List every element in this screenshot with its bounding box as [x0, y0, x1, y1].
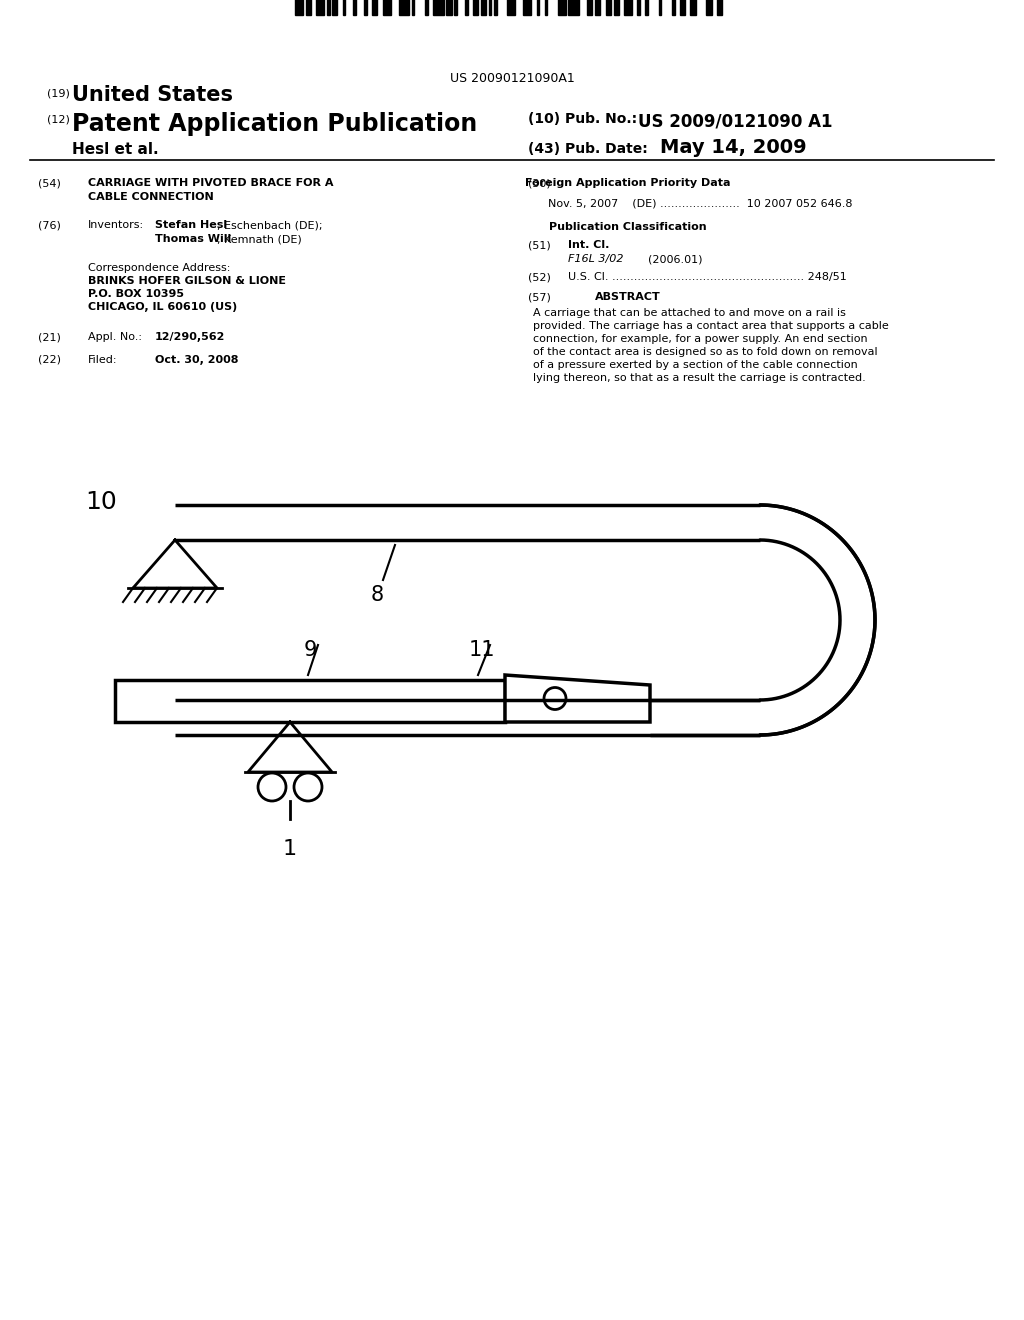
- Bar: [625, 0, 632, 15]
- Text: CARRIAGE WITH PIVOTED BRACE FOR A: CARRIAGE WITH PIVOTED BRACE FOR A: [88, 178, 334, 187]
- Text: CHICAGO, IL 60610 (US): CHICAGO, IL 60610 (US): [88, 302, 238, 312]
- Text: US 2009/0121090 A1: US 2009/0121090 A1: [638, 112, 833, 129]
- Bar: [645, 0, 648, 15]
- Bar: [473, 0, 478, 15]
- Text: of the contact area is designed so as to fold down on removal: of the contact area is designed so as to…: [534, 347, 878, 356]
- Bar: [383, 0, 390, 15]
- Bar: [295, 0, 303, 15]
- Text: Stefan Hesl: Stefan Hesl: [155, 220, 227, 230]
- Text: 8: 8: [371, 585, 384, 605]
- Bar: [587, 0, 592, 15]
- Text: (52): (52): [528, 272, 551, 282]
- Text: BRINKS HOFER GILSON & LIONE: BRINKS HOFER GILSON & LIONE: [88, 276, 286, 286]
- Bar: [425, 0, 428, 15]
- Text: 1: 1: [283, 840, 297, 859]
- Bar: [305, 0, 311, 15]
- Text: Thomas Will: Thomas Will: [155, 234, 231, 244]
- Text: Hesl et al.: Hesl et al.: [72, 143, 159, 157]
- Bar: [558, 0, 565, 15]
- Bar: [537, 0, 540, 15]
- Bar: [446, 0, 452, 15]
- Text: Inventors:: Inventors:: [88, 220, 144, 230]
- Bar: [595, 0, 600, 15]
- Bar: [353, 0, 356, 15]
- Text: Appl. No.:: Appl. No.:: [88, 333, 142, 342]
- Bar: [398, 0, 410, 15]
- Bar: [372, 0, 377, 15]
- Text: F16L 3/02: F16L 3/02: [568, 253, 624, 264]
- Text: ABSTRACT: ABSTRACT: [595, 292, 660, 302]
- Text: (54): (54): [38, 178, 60, 187]
- Bar: [455, 0, 457, 15]
- Bar: [412, 0, 415, 15]
- Text: of a pressure exerted by a section of the cable connection: of a pressure exerted by a section of th…: [534, 360, 858, 370]
- Bar: [488, 0, 492, 15]
- Text: (51): (51): [528, 240, 551, 249]
- Text: (2006.01): (2006.01): [648, 253, 702, 264]
- Bar: [523, 0, 531, 15]
- Text: Patent Application Publication: Patent Application Publication: [72, 112, 477, 136]
- Text: May 14, 2009: May 14, 2009: [660, 139, 807, 157]
- Bar: [690, 0, 695, 15]
- Bar: [494, 0, 497, 15]
- Text: 10: 10: [85, 490, 117, 513]
- Bar: [364, 0, 367, 15]
- Text: CABLE CONNECTION: CABLE CONNECTION: [88, 191, 214, 202]
- Text: provided. The carriage has a contact area that supports a cable: provided. The carriage has a contact are…: [534, 321, 889, 331]
- Text: 11: 11: [469, 640, 496, 660]
- Text: (12): (12): [47, 115, 70, 125]
- Text: connection, for example, for a power supply. An end section: connection, for example, for a power sup…: [534, 334, 867, 345]
- Text: Filed:: Filed:: [88, 355, 118, 366]
- Bar: [680, 0, 685, 15]
- Text: , Kemnath (DE): , Kemnath (DE): [217, 234, 302, 244]
- Text: lying thereon, so that as a result the carriage is contracted.: lying thereon, so that as a result the c…: [534, 374, 865, 383]
- Text: (30): (30): [528, 178, 551, 187]
- Text: (22): (22): [38, 355, 61, 366]
- Text: (10) Pub. No.:: (10) Pub. No.:: [528, 112, 637, 125]
- Text: P.O. BOX 10395: P.O. BOX 10395: [88, 289, 184, 300]
- Bar: [433, 0, 443, 15]
- Text: 12/290,562: 12/290,562: [155, 333, 225, 342]
- Text: Correspondence Address:: Correspondence Address:: [88, 263, 230, 273]
- Text: United States: United States: [72, 84, 233, 106]
- Bar: [316, 0, 325, 15]
- Bar: [115, 680, 505, 722]
- Text: (57): (57): [528, 292, 551, 302]
- Text: (21): (21): [38, 333, 60, 342]
- Text: U.S. Cl. ..................................................... 248/51: U.S. Cl. ...............................…: [568, 272, 847, 282]
- Bar: [605, 0, 611, 15]
- Text: US 20090121090A1: US 20090121090A1: [450, 73, 574, 84]
- Bar: [672, 0, 675, 15]
- Text: 9: 9: [303, 640, 316, 660]
- Bar: [658, 0, 662, 15]
- Bar: [343, 0, 345, 15]
- Bar: [332, 0, 338, 15]
- Bar: [545, 0, 547, 15]
- Bar: [637, 0, 640, 15]
- Bar: [507, 0, 515, 15]
- Text: Int. Cl.: Int. Cl.: [568, 240, 609, 249]
- Bar: [465, 0, 468, 15]
- Text: (19): (19): [47, 88, 70, 98]
- Bar: [717, 0, 722, 15]
- Text: (76): (76): [38, 220, 60, 230]
- Bar: [327, 0, 330, 15]
- Text: Foreign Application Priority Data: Foreign Application Priority Data: [525, 178, 731, 187]
- Text: A carriage that can be attached to and move on a rail is: A carriage that can be attached to and m…: [534, 308, 846, 318]
- Text: Nov. 5, 2007    (DE) ......................  10 2007 052 646.8: Nov. 5, 2007 (DE) ......................…: [548, 198, 853, 209]
- Text: (43) Pub. Date:: (43) Pub. Date:: [528, 143, 648, 156]
- Bar: [568, 0, 579, 15]
- Bar: [613, 0, 618, 15]
- Text: , Eschenbach (DE);: , Eschenbach (DE);: [217, 220, 323, 230]
- Polygon shape: [505, 675, 650, 722]
- Text: Publication Classification: Publication Classification: [549, 222, 707, 232]
- Text: Oct. 30, 2008: Oct. 30, 2008: [155, 355, 239, 366]
- Bar: [481, 0, 486, 15]
- Bar: [707, 0, 712, 15]
